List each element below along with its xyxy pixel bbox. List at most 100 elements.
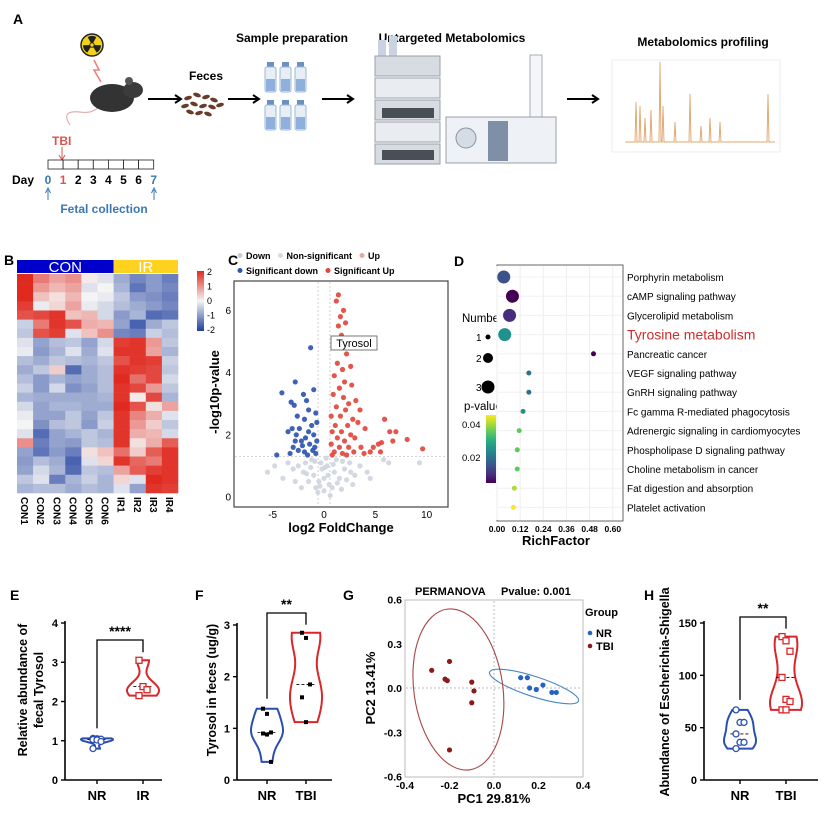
heatmap-cell	[145, 274, 163, 284]
heatmap-cell	[81, 392, 98, 403]
pca-point	[553, 689, 559, 696]
heatmap-cell	[49, 465, 66, 476]
step-title-sample-preparation: Sample preparation	[236, 31, 348, 45]
heatmap-cell	[65, 392, 82, 403]
heatmap-cell	[65, 383, 82, 393]
volcano-point	[336, 385, 343, 391]
heatmap-cell	[113, 292, 130, 302]
volcano-point	[334, 435, 340, 441]
volcano-point	[305, 478, 312, 485]
confidence-ellipse-tbi	[412, 608, 505, 771]
heatmap-cell	[113, 283, 130, 293]
heatmap-cell	[33, 410, 50, 421]
volcano-point	[350, 481, 356, 488]
color-tick: 0.02	[462, 453, 481, 464]
heatmap-cell	[129, 456, 147, 466]
data-point	[269, 759, 273, 764]
heatmap-cell	[97, 456, 114, 466]
heatmap-cell	[33, 474, 50, 485]
heatmap-cell	[161, 301, 179, 311]
vial-liquid	[266, 117, 275, 129]
volcano-point	[315, 489, 321, 495]
volcano-point	[340, 307, 347, 313]
volcano-point	[303, 397, 310, 404]
pca-subtitle: Pvalue: 0.001	[501, 586, 571, 598]
heatmap-cell	[49, 328, 66, 339]
heatmap-cell	[17, 301, 34, 311]
heatmap-cell	[161, 410, 179, 421]
volcano-point	[377, 449, 384, 455]
heatmap-cell	[65, 474, 82, 485]
heatmap-cell	[81, 429, 98, 439]
volcano-point	[323, 455, 329, 461]
volcano-point	[309, 422, 315, 429]
volcano-point	[339, 450, 346, 457]
significance-bracket	[266, 612, 307, 699]
heatmap-cell	[113, 447, 130, 457]
heatmap-cell	[49, 319, 66, 330]
data-point	[261, 706, 265, 711]
heatmap-cell	[33, 465, 50, 476]
heatmap-cell	[161, 483, 179, 494]
data-point	[269, 730, 273, 735]
heatmap-cell	[65, 401, 82, 412]
pca-point	[446, 747, 453, 753]
pathway-point	[514, 466, 520, 472]
heatmap-cell	[113, 328, 130, 339]
pathway-point	[510, 504, 516, 510]
volcano-point	[293, 432, 299, 438]
data-point	[265, 732, 269, 737]
day-number: 0	[45, 173, 52, 187]
volcano-point	[342, 407, 349, 413]
mouse-ear	[125, 77, 133, 85]
volcano-point	[308, 345, 314, 351]
column-label: IR2	[131, 497, 142, 513]
heatmap-cell	[33, 347, 50, 357]
volcano-point	[329, 429, 335, 435]
pathway-point	[526, 370, 532, 376]
volcano-point	[348, 363, 354, 369]
mouse-head	[123, 82, 143, 98]
heatmap-cell	[65, 347, 82, 357]
volcano-point	[311, 472, 317, 478]
heatmap-cell	[33, 429, 50, 439]
y-axis-label: Relative abundance of	[16, 623, 30, 757]
volcano-point	[280, 475, 286, 481]
panel-label-a: A	[13, 11, 23, 27]
heatmap-cell	[97, 383, 114, 393]
pathway-point	[514, 447, 520, 453]
heatmap-cell	[161, 274, 179, 284]
pathway-label: Fat digestion and absorption	[627, 484, 753, 495]
significance-stars: **	[281, 596, 292, 612]
volcano-point	[337, 413, 344, 419]
heatmap-cell	[145, 410, 163, 421]
x-tick-ir: IR	[137, 788, 151, 803]
panel-label-d: D	[454, 253, 464, 269]
pathway-point	[511, 485, 517, 491]
volcano-point	[292, 379, 298, 385]
heatmap-cell	[81, 356, 98, 366]
plot-frame	[496, 264, 624, 522]
data-point	[732, 730, 740, 738]
x-tick: 0.12	[512, 524, 529, 534]
volcano-point	[327, 492, 333, 499]
data-point	[304, 720, 308, 725]
heatmap-cell	[49, 410, 66, 421]
volcano-point	[343, 477, 350, 483]
size-legend-label: 2	[476, 354, 482, 365]
volcano-point	[314, 438, 320, 444]
heatmap-cell	[81, 438, 98, 448]
y-tick: 0	[224, 775, 230, 787]
heatmap-cell	[161, 401, 179, 412]
x-tick-tbi: TBI	[776, 788, 797, 803]
volcano-point	[357, 463, 363, 469]
heatmap-cell	[129, 483, 147, 494]
heatmap-cell	[33, 356, 50, 366]
volcano-point	[348, 469, 354, 475]
feces-label: Feces	[189, 69, 223, 83]
group-label-ir: IR	[138, 259, 153, 276]
heatmap-cell	[33, 365, 50, 375]
volcano-point	[333, 298, 339, 304]
data-point	[143, 686, 151, 694]
vial-liquid	[296, 117, 305, 129]
